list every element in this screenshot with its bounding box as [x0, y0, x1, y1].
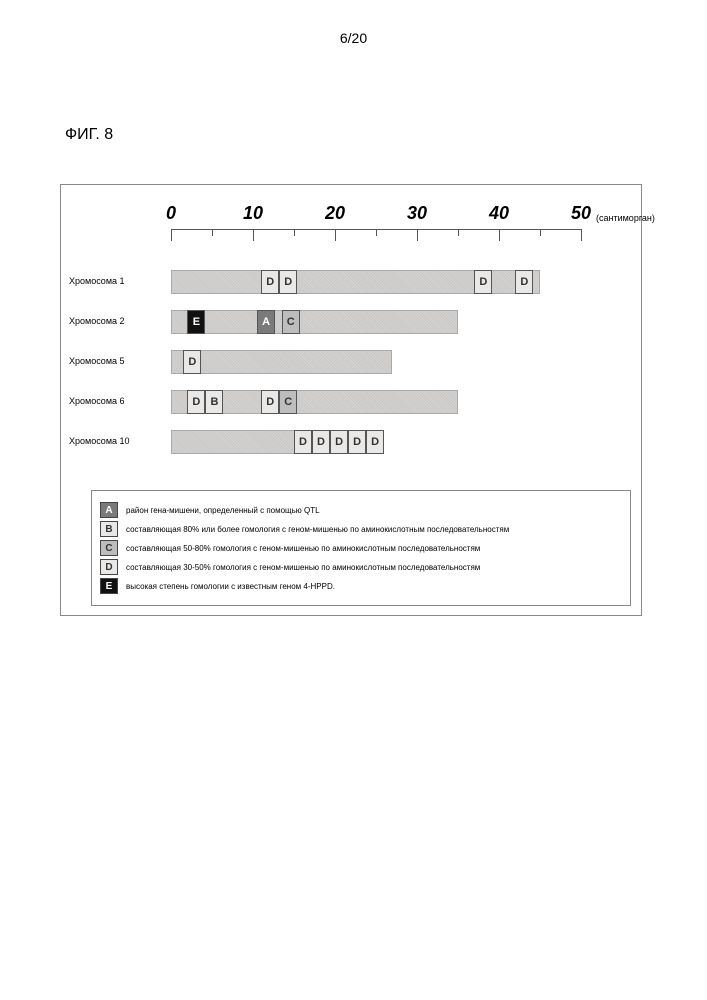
marker-D: D	[348, 430, 366, 454]
legend-row: Bсоставляющая 80% или более гомология с …	[100, 521, 620, 537]
marker-E: E	[187, 310, 205, 334]
marker-D: D	[183, 350, 201, 374]
legend-row: Dсоставляющая 30-50% гомология с геном-м…	[100, 559, 620, 575]
chromosome-label: Хромосома 10	[69, 436, 164, 446]
ruler-tick-label: 40	[489, 203, 509, 224]
marker-D: D	[187, 390, 205, 414]
chromosome-bar	[171, 310, 458, 334]
chromosome-bar	[171, 350, 392, 374]
ruler-tick-label: 50	[571, 203, 591, 224]
legend-text: район гена-мишени, определенный с помощь…	[126, 506, 320, 515]
legend-text: составляющая 80% или более гомология с г…	[126, 525, 509, 534]
chromosome-label: Хромосома 5	[69, 356, 164, 366]
marker-D: D	[261, 390, 279, 414]
marker-D: D	[261, 270, 279, 294]
legend-box-E: E	[100, 578, 118, 594]
ruler-tick-label: 0	[166, 203, 176, 224]
chromosome-label: Хромосома 1	[69, 276, 164, 286]
ruler-tick-label: 20	[325, 203, 345, 224]
ruler-tick-label: 10	[243, 203, 263, 224]
legend-text: высокая степень гомологии с известным ге…	[126, 582, 335, 591]
marker-D: D	[474, 270, 492, 294]
marker-D: D	[312, 430, 330, 454]
chromosome-label: Хромосома 2	[69, 316, 164, 326]
marker-C: C	[282, 310, 300, 334]
marker-C: C	[279, 390, 297, 414]
page-number: 6/20	[0, 0, 707, 46]
legend-row: Aрайон гена-мишени, определенный с помощ…	[100, 502, 620, 518]
ruler: 01020304050(сантиморган)	[171, 203, 581, 243]
marker-B: B	[205, 390, 223, 414]
legend: Aрайон гена-мишени, определенный с помощ…	[91, 490, 631, 606]
marker-D: D	[330, 430, 348, 454]
ruler-tick-label: 30	[407, 203, 427, 224]
legend-text: составляющая 50-80% гомология с геном-ми…	[126, 544, 480, 553]
chromosome-panel: 01020304050(сантиморган)Хромосома 1DDDDХ…	[60, 184, 642, 616]
legend-box-C: C	[100, 540, 118, 556]
legend-box-A: A	[100, 502, 118, 518]
legend-box-B: B	[100, 521, 118, 537]
marker-D: D	[515, 270, 533, 294]
marker-D: D	[366, 430, 384, 454]
legend-row: Cсоставляющая 50-80% гомология с геном-м…	[100, 540, 620, 556]
legend-row: Eвысокая степень гомологии с известным г…	[100, 578, 620, 594]
legend-box-D: D	[100, 559, 118, 575]
legend-text: составляющая 30-50% гомология с геном-ми…	[126, 563, 480, 572]
marker-A: A	[257, 310, 275, 334]
ruler-unit-label: (сантиморган)	[596, 213, 655, 223]
marker-D: D	[279, 270, 297, 294]
marker-D: D	[294, 430, 312, 454]
chromosome-label: Хромосома 6	[69, 396, 164, 406]
figure-label: ФИГ. 8	[65, 126, 707, 144]
